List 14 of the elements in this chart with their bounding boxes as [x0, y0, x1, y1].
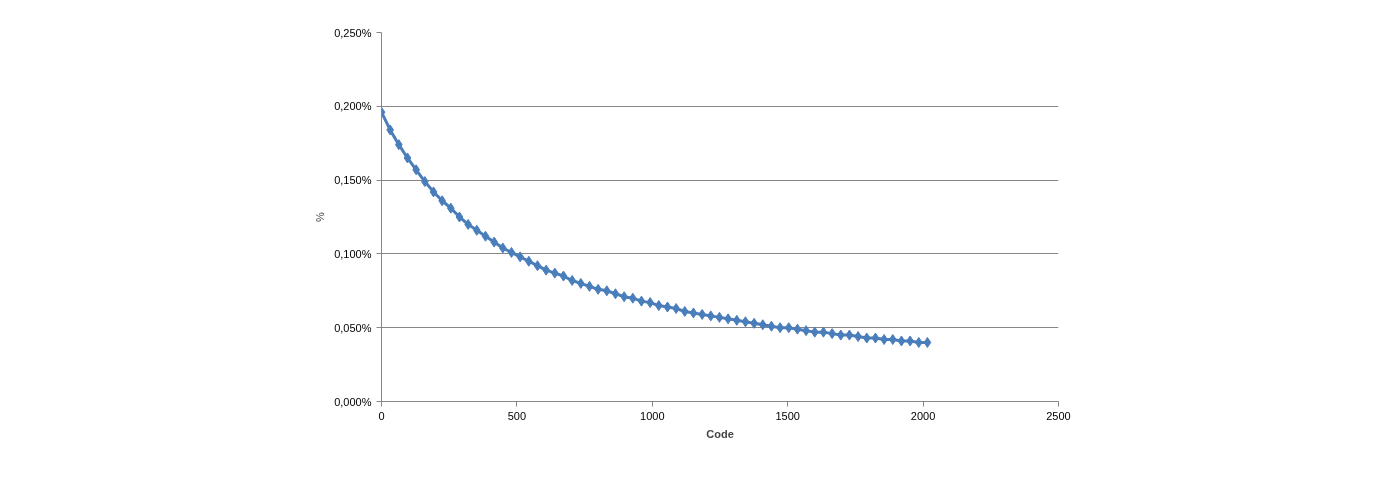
y-tick-label: 0,150%	[334, 174, 372, 187]
x-tick-label: 1500	[775, 409, 800, 422]
y-tick-label: 0,100%	[334, 247, 372, 260]
y-tick-label: 0,250%	[334, 26, 372, 39]
x-tick-label: 1000	[640, 409, 665, 422]
y-tick-label: 0,050%	[334, 321, 372, 334]
x-tick-label: 2000	[910, 409, 936, 422]
x-tick-label: 500	[507, 409, 527, 422]
x-tick-label: 0	[378, 409, 385, 422]
y-tick-label: 0,000%	[334, 395, 372, 408]
x-axis-title: Code	[706, 427, 734, 440]
y-axis-title: %	[314, 211, 327, 222]
y-tick-label: 0,200%	[334, 100, 372, 113]
x-tick-label: 2500	[1046, 409, 1071, 422]
